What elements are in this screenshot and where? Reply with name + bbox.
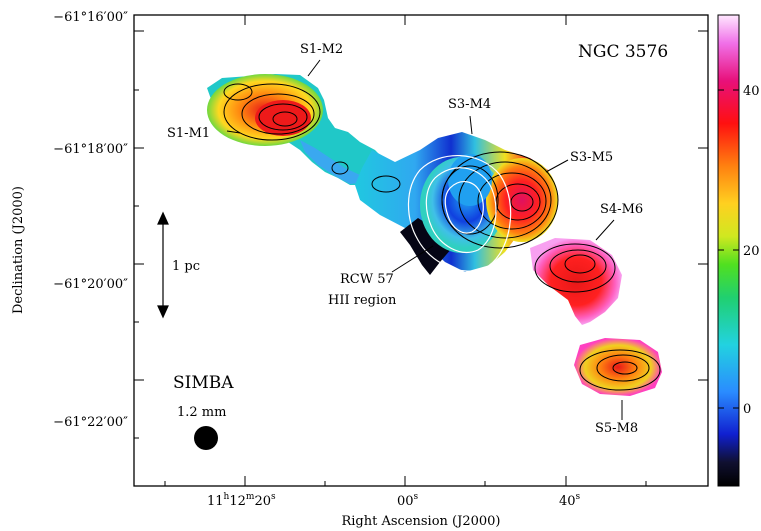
scale-bar-label: 1 pc: [172, 259, 200, 274]
hii-contours: [407, 154, 512, 272]
y-tick-label-2: −61°20′00″: [53, 277, 128, 292]
scale-bar: [157, 211, 169, 319]
axis-ticks: [134, 15, 708, 486]
contour-s3-3: [477, 172, 547, 230]
clump-label-s5-m8: S5-M8: [595, 421, 638, 436]
clump-leader-s4-m6: [595, 219, 615, 241]
contour-s1-5: [223, 83, 253, 101]
contour-s4-2: [549, 249, 607, 283]
object-name: NGC 3576: [578, 42, 668, 62]
plot-frame: [133, 14, 709, 487]
x-tick-label-0: 11h12m20s: [207, 492, 276, 509]
contour-s1-1: [223, 83, 321, 141]
clump-label-s1-m1: S1-M1: [167, 126, 210, 141]
y-tick-label-0: −61°16′00″: [53, 10, 128, 25]
clump-label-s4-m6: S4-M6: [600, 202, 643, 217]
hii-contour-mid: [425, 167, 497, 253]
hii-contour-outer: [407, 154, 512, 272]
wavelength-label: 1.2 mm: [177, 405, 226, 420]
contour-s3-5: [510, 192, 534, 212]
emission-map: [207, 74, 662, 396]
contour-s1-2: [241, 93, 315, 135]
contour-s5-1: [579, 349, 661, 391]
hii-contour-inner: [444, 181, 484, 234]
s1-tail: [300, 140, 372, 184]
x-tick-label-2: 40s: [559, 492, 581, 509]
colorbar-ticks: [718, 89, 739, 409]
x-axis-label: Right Ascension (J2000): [341, 514, 500, 529]
y-tick-label-1: −61°18′00″: [53, 142, 128, 157]
contour-s4-3: [564, 254, 596, 274]
contour-s3-6: [441, 165, 499, 235]
colorbar-tick-0: 0: [743, 402, 751, 417]
clump-label-s3-m5: S3-M5: [570, 150, 613, 165]
contour-s5-2: [596, 354, 650, 382]
instrument-label: SIMBA: [173, 373, 234, 393]
contour-s4-1: [534, 243, 616, 293]
clump-leader-s3-m5: [545, 159, 569, 173]
contour-mid-1: [331, 161, 349, 175]
clump-leader-s3-m4: [469, 115, 473, 135]
hii-label-line1: RCW 57: [340, 272, 394, 287]
clump-label-s3-m4: S3-M4: [448, 97, 491, 112]
contour-s1-4: [272, 111, 298, 127]
x-tick-label-1: 00s: [397, 492, 419, 509]
contour-s1-3: [258, 103, 308, 131]
beam-marker: [194, 426, 218, 450]
contour-s3-2: [458, 161, 552, 239]
s3m5-core: [486, 158, 558, 242]
contours: [223, 83, 661, 391]
y-axis-label: Declination (J2000): [11, 186, 26, 314]
y-tick-label-3: −61°22′00″: [53, 415, 128, 430]
contour-mid-2: [371, 175, 401, 193]
colorbar-tick-20: 20: [743, 244, 760, 259]
clump-leader-s1-m2: [307, 59, 321, 77]
contour-s5-3: [612, 361, 638, 375]
s1-peak: [255, 100, 311, 136]
clump-label-s1-m2: S1-M2: [300, 42, 343, 57]
hii-label-line2: HII region: [328, 293, 397, 308]
hii-leader: [391, 245, 434, 273]
clump-leader-s1-m1: [226, 130, 241, 134]
colorbar-tick-40: 40: [743, 84, 760, 99]
